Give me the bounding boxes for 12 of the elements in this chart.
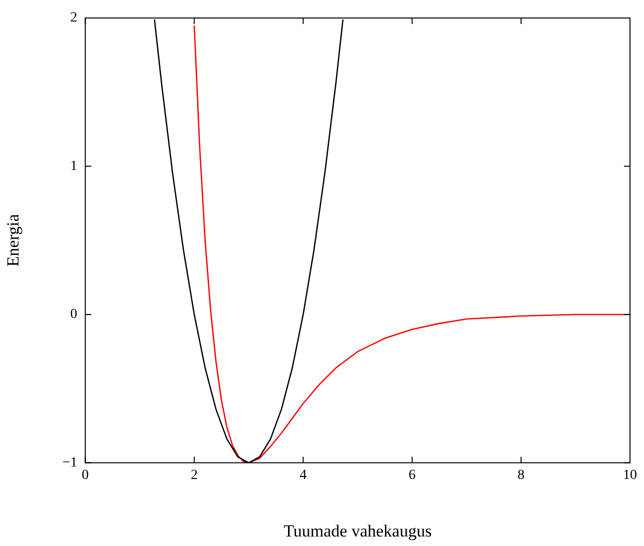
x-tick-label: 4 (300, 468, 307, 483)
x-tick-label: 2 (190, 468, 198, 483)
x-tick-label: 0 (82, 468, 89, 483)
x-tick-label: 10 (623, 468, 637, 483)
y-axis-title: Energia (4, 214, 23, 267)
y-tick-label: 0 (70, 307, 78, 322)
x-tick-label: 6 (408, 468, 416, 483)
y-tick-label: −1 (62, 455, 78, 470)
y-tick-label: 1 (70, 158, 78, 174)
y-tick-label: 2 (70, 10, 78, 26)
x-tick-label: 8 (518, 468, 525, 483)
x-axis-title: Tuumade vahekaugus (284, 521, 432, 540)
